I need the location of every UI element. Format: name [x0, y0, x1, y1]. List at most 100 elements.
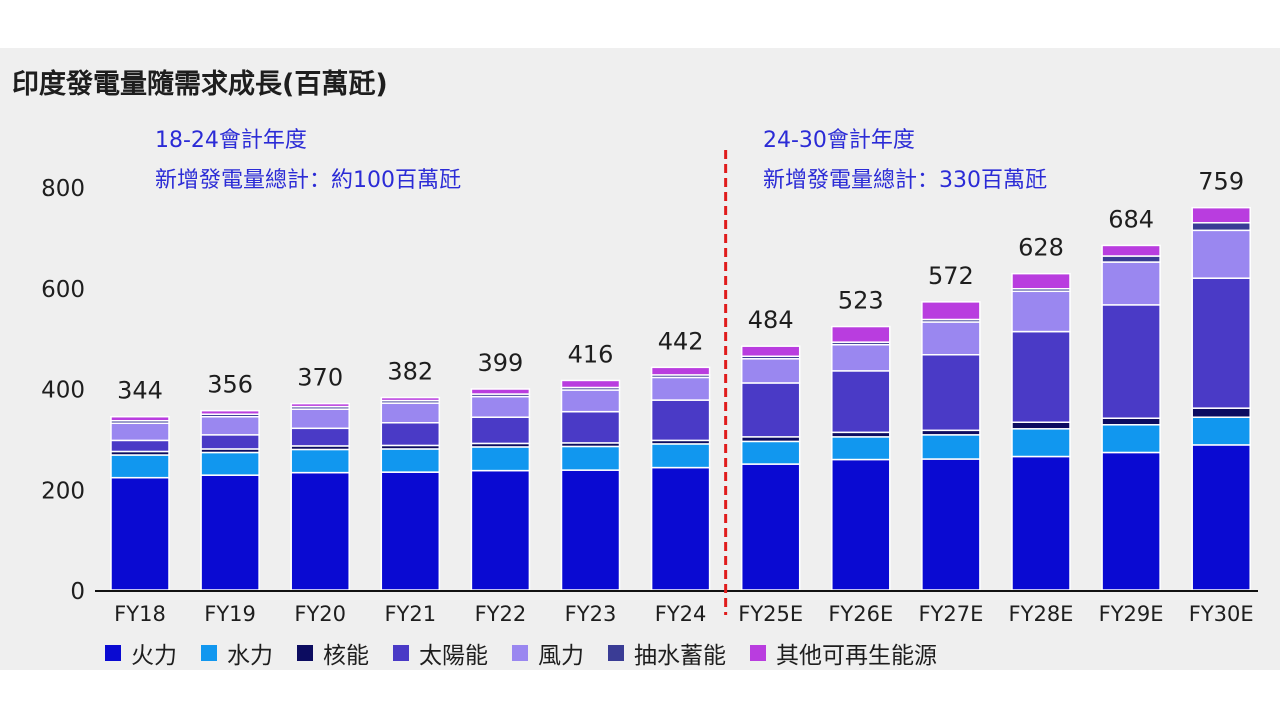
bar-total-label: 572: [928, 262, 974, 290]
bar-segment-fy30e-s2: [1191, 407, 1251, 418]
bar-segment-fy29e-s3: [1101, 304, 1161, 419]
bar-segment-fy30e-s6: [1191, 206, 1251, 224]
bar-segment-fy19-s0: [200, 474, 260, 591]
bar-segment-fy23-s0: [560, 469, 621, 591]
bar-segment-fy26e-s0: [831, 458, 891, 591]
bar-segment-fy23-s4: [560, 389, 621, 413]
bar-segment-fy21-s4: [380, 402, 441, 424]
bar-segment-fy27e-s3: [921, 353, 981, 432]
bar-segment-fy22-s0: [470, 469, 531, 591]
bar-segment-fy25e-s3: [740, 382, 801, 438]
chart-title: 印度發電量隨需求成長(百萬瓩): [12, 69, 388, 100]
bar-segment-fy30e-s0: [1191, 444, 1251, 591]
annotation-fy24-30: 24-30會計年度 新增發電量總計：330百萬瓩: [763, 121, 1047, 201]
legend-swatch: [512, 645, 528, 661]
bar-segment-fy20-s1: [290, 448, 350, 474]
y-tick-label: 600: [41, 277, 85, 303]
bar-segment-fy28e-s2: [1011, 421, 1071, 430]
y-tick-label: 800: [41, 176, 85, 202]
bar-segment-fy28e-s1: [1011, 428, 1071, 458]
x-tick-label: FY28E: [1009, 602, 1074, 626]
x-tick-label: FY29E: [1099, 602, 1164, 626]
bar-segment-fy21-s0: [380, 471, 441, 591]
x-tick-label: FY20: [294, 602, 346, 626]
bar-segment-fy24-s6: [650, 366, 711, 376]
legend-swatch: [750, 645, 766, 661]
bar-total-label: 356: [207, 371, 253, 399]
x-tick-label: FY26E: [828, 602, 893, 626]
legend-swatch: [297, 645, 313, 661]
bar-segment-fy30e-s5: [1191, 222, 1251, 232]
bar-segment-fy21-s3: [380, 422, 441, 447]
annotation-fy18-24-total: 新增發電量總計：約100百萬瓩: [155, 168, 461, 193]
bar-segment-fy18-s3: [110, 439, 170, 453]
bar-total-label: 416: [568, 340, 614, 368]
bar-total-label: 442: [658, 327, 704, 355]
legend-label: 抽水蓄能: [634, 643, 726, 669]
legend-label: 風力: [538, 643, 584, 669]
annotation-fy18-24-period: 18-24會計年度: [155, 128, 307, 153]
bar-segment-fy20-s6: [290, 402, 350, 408]
bar-segment-fy19-s1: [200, 451, 260, 476]
bar-segment-fy20-s4: [290, 408, 350, 430]
legend-swatch: [105, 645, 121, 661]
x-tick-label: FY24: [655, 602, 707, 626]
bar-segment-fy21-s6: [380, 396, 441, 402]
bar-segment-fy25e-s6: [740, 345, 801, 358]
bar-segment-fy30e-s3: [1191, 277, 1251, 409]
legend-swatch: [201, 645, 217, 661]
bar-segment-fy19-s4: [200, 415, 260, 436]
legend-label: 太陽能: [419, 643, 488, 669]
bar-segment-fy22-s3: [470, 416, 531, 445]
bar-total-label: 484: [748, 306, 794, 334]
bar-segment-fy22-s6: [470, 388, 531, 395]
legend-label: 水力: [227, 643, 273, 669]
bar-segment-fy23-s1: [560, 445, 621, 471]
bar-segment-fy29e-s0: [1101, 451, 1161, 591]
legend-item: 核能: [297, 636, 369, 670]
x-tick-label: FY22: [475, 602, 527, 626]
annotation-fy24-30-total: 新增發電量總計：330百萬瓩: [763, 168, 1047, 193]
bar-segment-fy26e-s6: [831, 325, 891, 343]
bar-segment-fy27e-s4: [921, 321, 981, 356]
bar-segment-fy29e-s6: [1101, 244, 1161, 257]
annotation-fy18-24: 18-24會計年度 新增發電量總計：約100百萬瓩: [155, 121, 461, 201]
bar-segment-fy19-s3: [200, 434, 260, 450]
legend-label: 其他可再生能源: [776, 643, 937, 669]
bar-segment-fy28e-s6: [1011, 272, 1071, 290]
bar-segment-fy29e-s2: [1101, 417, 1161, 426]
x-tick-label: FY27E: [918, 602, 983, 626]
bar-total-label: 382: [387, 358, 433, 386]
bar-segment-fy22-s1: [470, 446, 531, 472]
bar-total-label: 684: [1108, 205, 1154, 233]
legend-item: 抽水蓄能: [608, 636, 726, 670]
legend-swatch: [608, 645, 624, 661]
bar-segment-fy23-s3: [560, 410, 621, 444]
bar-total-label: 628: [1018, 234, 1064, 262]
legend-item: 水力: [201, 636, 273, 670]
legend-label: 核能: [323, 643, 369, 669]
legend-item: 火力: [105, 636, 177, 670]
bar-segment-fy27e-s6: [921, 301, 981, 321]
bar-segment-fy24-s0: [650, 466, 711, 591]
bar-segment-fy29e-s1: [1101, 424, 1161, 454]
x-tick-label: FY25E: [738, 602, 803, 626]
bar-total-label: 759: [1198, 168, 1244, 196]
bar-segment-fy20-s0: [290, 471, 350, 591]
legend-item: 太陽能: [393, 636, 488, 670]
annotation-fy24-30-period: 24-30會計年度: [763, 128, 915, 153]
bar-segment-fy18-s4: [110, 422, 170, 442]
bar-segment-fy22-s4: [470, 395, 531, 418]
bar-segment-fy19-s6: [200, 409, 260, 415]
bar-segment-fy28e-s0: [1011, 455, 1071, 591]
bar-segment-fy20-s3: [290, 427, 350, 447]
bar-segment-fy23-s6: [560, 379, 621, 389]
bar-total-label: 370: [297, 364, 343, 392]
y-tick-label: 400: [41, 378, 85, 404]
bar-segment-fy29e-s5: [1101, 255, 1161, 263]
x-tick-label: FY19: [204, 602, 256, 626]
bar-segment-fy27e-s1: [921, 434, 981, 460]
bar-segment-fy25e-s0: [740, 463, 801, 591]
bar-segment-fy24-s4: [650, 376, 711, 401]
